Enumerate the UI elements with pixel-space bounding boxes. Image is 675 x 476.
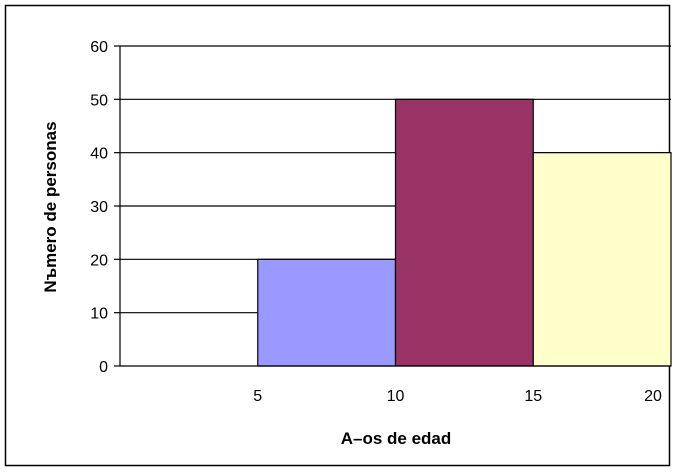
- axes: [114, 45, 671, 367]
- bar-2: [394, 98, 534, 367]
- y-tick-label-60: 60: [90, 39, 108, 56]
- bars: [257, 98, 672, 367]
- x-axis-label: A–os de edad: [341, 429, 452, 448]
- tick-labels: 0 10 20 30 40 50 60 5 10 15 20: [90, 39, 662, 405]
- y-tick-label-40: 40: [90, 146, 108, 163]
- y-tick-label-30: 30: [90, 199, 108, 216]
- bar-1: [257, 258, 397, 367]
- x-tick-label-15: 15: [524, 388, 542, 405]
- x-tick-label-20: 20: [644, 388, 662, 405]
- y-axis-label: Nъmero de personas: [41, 121, 60, 292]
- y-tick-label-50: 50: [90, 92, 108, 109]
- x-tick-label-10: 10: [387, 388, 405, 405]
- bar-3: [532, 152, 672, 367]
- y-tick-label-10: 10: [90, 306, 108, 323]
- x-tick-label-5: 5: [253, 388, 262, 405]
- y-tick-label-20: 20: [90, 252, 108, 269]
- y-tick-label-0: 0: [99, 359, 108, 376]
